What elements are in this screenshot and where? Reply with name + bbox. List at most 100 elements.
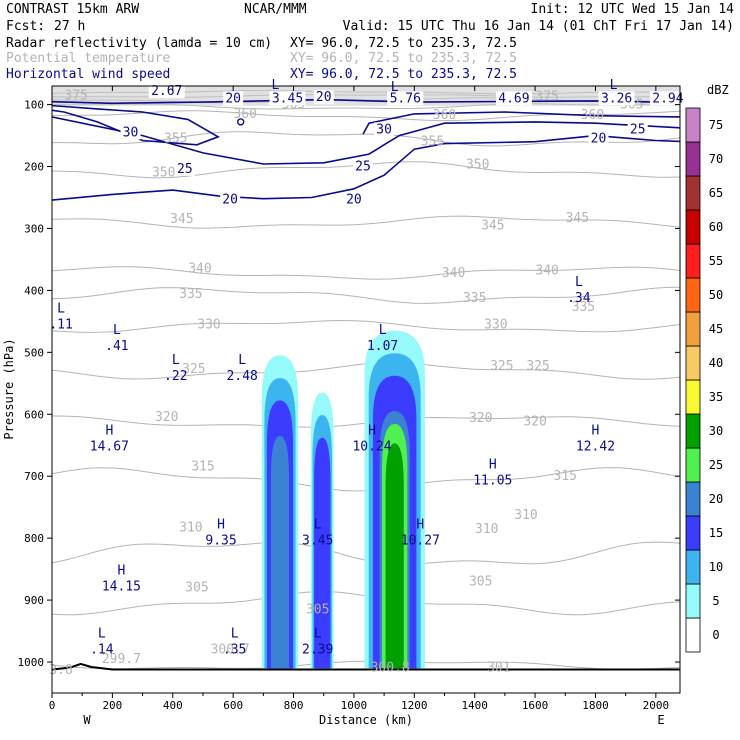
field-theta-name: Potential temperature bbox=[6, 51, 171, 66]
y-tick-label: 700 bbox=[24, 470, 44, 483]
extremum-letter: H bbox=[592, 423, 600, 438]
extremum-value: 14.67 bbox=[90, 439, 129, 454]
theta-label: 375 bbox=[535, 90, 558, 105]
theta-label: 350 bbox=[466, 158, 489, 173]
wind-label: 25 bbox=[630, 122, 646, 137]
wind-label-bg bbox=[220, 192, 241, 207]
wind-max-label-bg bbox=[269, 91, 306, 106]
theta-label: 325 bbox=[526, 359, 549, 374]
y-tick-label: 1000 bbox=[18, 656, 45, 669]
colorbar-swatch bbox=[685, 413, 701, 449]
wind-contour bbox=[52, 104, 220, 146]
wind-label: 25 bbox=[355, 160, 371, 175]
org-label: NCAR/MMM bbox=[244, 2, 307, 17]
reflectivity-cell-band bbox=[385, 443, 404, 669]
theta-label: 320 bbox=[155, 410, 178, 425]
colorbar-level-label: 40 bbox=[709, 356, 723, 370]
colorbar-swatch bbox=[685, 447, 701, 483]
theta-label: 320 bbox=[523, 415, 546, 430]
extremum-value: 2.39 bbox=[302, 643, 333, 658]
x-tick-label: 200 bbox=[102, 699, 122, 712]
wind-max-label: 5.76 bbox=[390, 91, 421, 106]
fcst-value: 27 h bbox=[54, 19, 85, 34]
x-tick-label: 600 bbox=[223, 699, 243, 712]
wind-label: 30 bbox=[123, 125, 139, 140]
colorbar-swatch bbox=[685, 107, 701, 143]
theta-label: 305 bbox=[185, 581, 208, 596]
y-tick-label: 800 bbox=[24, 532, 44, 545]
extremum-letter: L bbox=[113, 323, 121, 338]
wind-label: 20 bbox=[591, 132, 607, 147]
extremum-letter: H bbox=[118, 563, 126, 578]
wind-contour bbox=[52, 116, 680, 165]
extremum-letter: L bbox=[314, 518, 322, 533]
y-tick-label: 300 bbox=[24, 222, 44, 235]
theta-label: 305 bbox=[469, 575, 492, 590]
wind-max-label: 2.94 bbox=[652, 91, 683, 106]
extremum-value: .22 bbox=[164, 369, 187, 384]
x-tick-label: 1000 bbox=[341, 699, 368, 712]
wind-contour bbox=[52, 134, 680, 201]
reflectivity-cell-band bbox=[270, 435, 290, 669]
extrema-mark: L bbox=[610, 78, 618, 93]
theta-contour bbox=[52, 319, 680, 333]
wind-contour bbox=[52, 98, 680, 105]
theta-contour bbox=[52, 266, 680, 280]
x-axis-west-label: W bbox=[83, 713, 91, 727]
extremum-value: .34 bbox=[567, 291, 591, 306]
theta-label: 335 bbox=[179, 287, 202, 302]
x-tick-label: 800 bbox=[284, 699, 304, 712]
extremum-letter: L bbox=[172, 353, 180, 368]
x-axis-title: Distance (km) bbox=[319, 713, 413, 727]
theta-label: 300.8 bbox=[371, 661, 410, 676]
theta-label: 340 bbox=[442, 266, 465, 281]
colorbar-level-label: 20 bbox=[709, 492, 723, 506]
colorbar-swatch bbox=[685, 481, 701, 517]
colorbar-level-label: 5 bbox=[712, 594, 719, 608]
x-tick-label: 400 bbox=[163, 699, 183, 712]
valid-time: Valid: 15 UTC Thu 16 Jan 14 (01 ChT Fri … bbox=[343, 19, 734, 34]
wind-label: 25 bbox=[177, 162, 193, 177]
wind-contour bbox=[362, 111, 680, 135]
y-tick-label: 600 bbox=[24, 408, 44, 421]
wind-max-label: 2.67 bbox=[151, 84, 182, 99]
extremum-letter: H bbox=[105, 423, 113, 438]
theta-label: 320 bbox=[469, 411, 492, 426]
extrema-mark: L bbox=[272, 78, 280, 93]
theta-label: 310 bbox=[475, 522, 498, 537]
colorbar-swatch bbox=[685, 175, 701, 211]
x-tick-label: 1800 bbox=[582, 699, 609, 712]
theta-label: 300.7 bbox=[211, 643, 250, 658]
wind-max-label: 4.69 bbox=[498, 91, 529, 106]
colorbar-swatch bbox=[685, 243, 701, 279]
theta-label: 299.7 bbox=[102, 652, 141, 667]
theta-label: 325 bbox=[182, 362, 205, 377]
theta-contour bbox=[52, 215, 680, 229]
colorbar-swatch bbox=[685, 277, 701, 313]
theta-label: 360 bbox=[233, 107, 256, 122]
wind-label-bg bbox=[313, 90, 334, 105]
theta-label: 335 bbox=[463, 291, 486, 306]
colorbar-level-label: 60 bbox=[709, 220, 723, 234]
colorbar-swatch bbox=[685, 379, 701, 415]
wind-label-bg bbox=[174, 161, 195, 176]
colorbar-swatch bbox=[685, 617, 701, 653]
colorbar-swatch bbox=[685, 141, 701, 177]
wind-label-bg bbox=[343, 192, 364, 207]
wind-label-bg bbox=[223, 91, 244, 106]
wind-label: 20 bbox=[316, 90, 332, 105]
theta-label: 330 bbox=[484, 317, 507, 332]
extremum-letter: L bbox=[575, 275, 583, 290]
field-reflectivity-name: Radar reflectivity (lamda = 10 cm) bbox=[6, 36, 272, 51]
wind-label: 20 bbox=[225, 91, 241, 106]
field-reflectivity-xy: XY= 96.0, 72.5 to 235.3, 72.5 bbox=[290, 36, 517, 51]
colorbar-level-label: 10 bbox=[709, 560, 723, 574]
theta-label: 315 bbox=[191, 459, 214, 474]
extremum-value: 2.48 bbox=[227, 369, 258, 384]
extremum-value: 14.15 bbox=[102, 579, 141, 594]
theta-label: 325 bbox=[490, 359, 513, 374]
theta-contour bbox=[52, 286, 680, 304]
theta-label: 350 bbox=[152, 166, 175, 181]
plot-frame bbox=[51, 85, 681, 694]
